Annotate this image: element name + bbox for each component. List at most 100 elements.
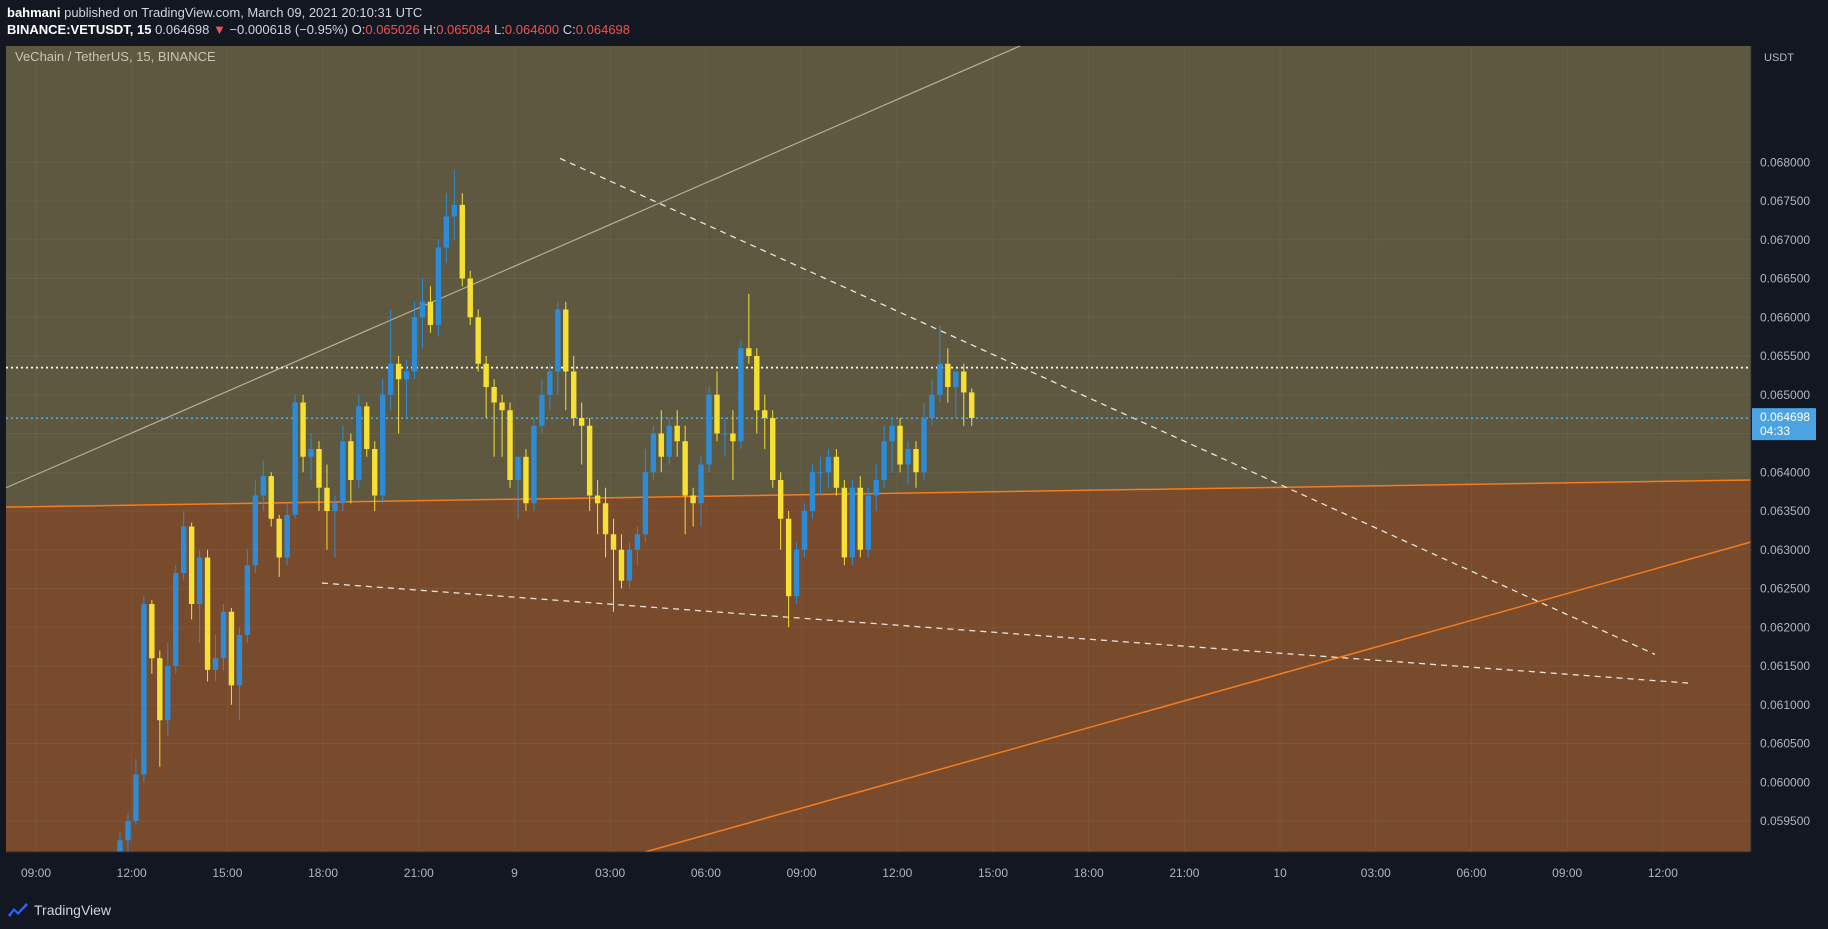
candle-body (125, 821, 131, 841)
time-tick-label: 09:00 (21, 866, 51, 880)
open-value: 0.065026 (365, 22, 420, 37)
close-value: 0.064698 (575, 22, 631, 37)
candle-body (873, 480, 879, 496)
candle-body (785, 518, 792, 597)
candle-body (626, 549, 633, 581)
candle-body (746, 348, 752, 356)
time-tick-label: 10 (1273, 866, 1287, 880)
candle-body (268, 476, 274, 519)
price-chart[interactable]: VeChain / TetherUS, 15, BINANCE 0.068000… (0, 42, 1828, 892)
time-tick-label: 18:00 (308, 866, 338, 880)
low-label: L: (494, 22, 505, 37)
candle-body (666, 425, 672, 457)
candle-body (833, 456, 840, 488)
candle-body (260, 476, 266, 496)
candle-body (451, 204, 458, 217)
time-tick-label: 03:00 (1361, 866, 1391, 880)
author-name[interactable]: bahmani (7, 5, 61, 20)
candle-body (427, 301, 434, 325)
candle-body (762, 410, 768, 418)
time-tick-label: 12:00 (882, 866, 912, 880)
currency-label[interactable]: USDT (1764, 52, 1794, 64)
candle-body (929, 394, 935, 418)
candle-body (364, 406, 370, 449)
candle-body (897, 425, 903, 465)
candle-body (531, 425, 537, 504)
candle-body (133, 774, 139, 821)
ohlc-line: BINANCE:VETUSDT, 15 0.064698 ▼ −0.000618… (7, 22, 630, 37)
candle-body (523, 456, 529, 504)
candle-body (889, 425, 895, 442)
candle-body (571, 371, 577, 418)
brand-name[interactable]: TradingView (34, 902, 112, 918)
price-tick-label: 0.060500 (1760, 737, 1810, 751)
time-tick-label: 21:00 (1169, 866, 1199, 880)
candle-body (777, 480, 784, 519)
candle-body (499, 402, 505, 411)
candle-body (953, 371, 959, 387)
candle-body (722, 433, 728, 435)
price-tick-label: 0.062500 (1760, 582, 1810, 596)
price-tick-label: 0.065000 (1760, 388, 1810, 402)
candle-body (793, 549, 800, 597)
time-tick-label: 09:00 (1552, 866, 1582, 880)
price-tick-label: 0.066500 (1760, 272, 1810, 286)
candle-body (316, 449, 322, 488)
candle-body (738, 348, 744, 442)
price-tick-label: 0.062000 (1760, 620, 1810, 634)
channel-trendline[interactable] (5, 45, 1021, 489)
candle-body (905, 449, 911, 465)
candle-body (801, 511, 808, 550)
candle-body (825, 456, 832, 473)
price-tick-label: 0.060000 (1760, 775, 1810, 789)
lower-dashed-trendline[interactable] (321, 582, 1689, 684)
price-axis[interactable]: 0.068000 0.067500 0.067000 0.066500 0.066000… (1750, 46, 1811, 852)
chart-title: VeChain / TetherUS, 15, BINANCE (15, 49, 216, 64)
candle-body (324, 487, 330, 511)
high-label: H: (423, 22, 437, 37)
candle-body (419, 301, 426, 318)
candle-body (650, 433, 657, 473)
time-tick-label: 15:00 (978, 866, 1008, 880)
price-tick-label: 0.067500 (1760, 194, 1810, 208)
price-tick-label: 0.064000 (1760, 465, 1810, 479)
time-tick-label: 15:00 (212, 866, 242, 880)
time-axis[interactable]: 09:00 12:00 15:00 18:00 21:00 9 03:00 06:00 09:0… (6, 851, 1751, 887)
high-value: 0.065084 (436, 22, 491, 37)
time-tick-label: 12:00 (1648, 866, 1678, 880)
candle-body (284, 514, 290, 558)
candle-body (706, 394, 712, 465)
tradingview-logo-icon[interactable] (7, 901, 29, 919)
candle-body (348, 441, 354, 480)
candles[interactable] (117, 170, 975, 860)
candle-body (714, 394, 720, 434)
open-label: O: (351, 22, 366, 37)
candle-body (770, 418, 776, 480)
descending-dashed-trendline[interactable] (559, 157, 1656, 655)
candle-body (308, 449, 314, 457)
price-tick-label: 0.068000 (1760, 155, 1810, 169)
candle-body (379, 394, 386, 496)
candle-body (475, 317, 481, 364)
candle-body (356, 406, 362, 480)
rising-trendline[interactable] (644, 541, 1752, 853)
time-tick-label: 21:00 (404, 866, 434, 880)
candle-body (921, 418, 927, 473)
candle-body (563, 309, 569, 372)
grid-lines (6, 46, 1751, 852)
price-tick-label: 0.067000 (1760, 233, 1810, 247)
symbol-label[interactable]: BINANCE:VETUSDT, 15 (7, 22, 152, 37)
bar-countdown: 04:33 (1760, 424, 1790, 438)
candle-body (913, 449, 919, 473)
chart-header: bahmani published on TradingView.com, Ma… (0, 0, 1828, 42)
price-tick-label: 0.059500 (1760, 814, 1810, 828)
candle-body (961, 371, 967, 393)
candle-body (395, 363, 402, 380)
candle-body (809, 472, 816, 511)
candle-body (332, 503, 338, 511)
price-tick-label: 0.061500 (1760, 659, 1810, 673)
time-tick-label: 09:00 (787, 866, 817, 880)
price-tick-label: 0.066000 (1760, 310, 1810, 324)
published-text: published on TradingView.com, March 09, … (64, 5, 423, 20)
candle-body (180, 526, 187, 573)
